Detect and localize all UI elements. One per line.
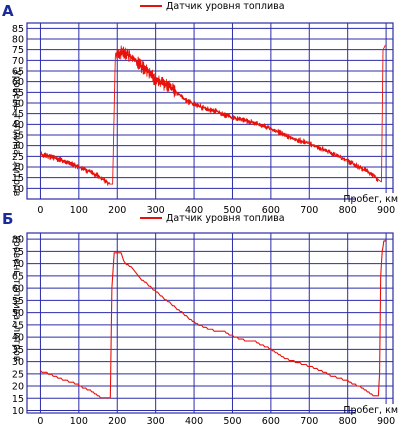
y-tick-label: 65 (12, 271, 24, 282)
legend-label: Датчик уровня топлива (166, 1, 285, 12)
legend-label: Датчик уровня топлива (166, 213, 285, 224)
x-tick-label: 400 (185, 205, 203, 216)
y-tick-label: 15 (12, 173, 24, 184)
x-axis-label: Пробег, км (343, 194, 398, 205)
y-tick-label: 30 (12, 141, 24, 152)
y-tick-label: 10 (12, 184, 24, 195)
y-tick-label: 35 (12, 345, 24, 356)
x-axis-label-bg (356, 193, 400, 205)
y-tick-label: 60 (12, 284, 24, 295)
y-tick-label: 30 (12, 357, 24, 368)
plot-frame (26, 232, 394, 414)
x-tick-label: 500 (223, 205, 241, 216)
y-tick-label: 35 (12, 131, 24, 142)
legend: Датчик уровня топлива (140, 213, 285, 224)
y-tick-label: 75 (12, 45, 24, 56)
y-tick-label: 80 (12, 235, 24, 246)
x-tick-label: 0 (37, 416, 43, 427)
y-tick-label: 55 (12, 88, 24, 99)
y-tick-label: 45 (12, 320, 24, 331)
y-tick-label: 50 (12, 308, 24, 319)
y-tick-label: 65 (12, 67, 24, 78)
y-tick-label: 40 (12, 333, 24, 344)
y-tick-label: 20 (12, 382, 24, 393)
x-tick-label: 600 (262, 205, 280, 216)
y-tick-label: 20 (12, 163, 24, 174)
x-axis-label-bg (356, 404, 400, 416)
y-axis-label: Уровень топлива, литров (11, 235, 22, 362)
y-tick-label: 70 (12, 56, 24, 67)
y-tick-label: 75 (12, 247, 24, 258)
x-tick-label: 300 (147, 205, 165, 216)
fuel-level-series-line (40, 238, 387, 399)
fuel-level-series-line (40, 45, 386, 186)
y-tick-label: 40 (12, 120, 24, 131)
y-tick-label: 25 (12, 369, 24, 380)
x-tick-label: 800 (339, 205, 357, 216)
y-tick-label: 85 (12, 24, 24, 35)
y-tick-label: 50 (12, 99, 24, 110)
x-tick-label: 800 (339, 416, 357, 427)
y-tick-label: 60 (12, 77, 24, 88)
x-axis-label: Пробег, км (343, 405, 398, 416)
x-tick-label: 0 (37, 205, 43, 216)
legend: Датчик уровня топлива (140, 1, 285, 12)
x-tick-label: 300 (147, 416, 165, 427)
x-tick-label: 200 (108, 416, 126, 427)
y-tick-label: 10 (12, 406, 24, 417)
x-tick-label: 100 (70, 416, 88, 427)
y-tick-label: 15 (12, 394, 24, 405)
y-tick-label: 55 (12, 296, 24, 307)
y-tick-label: 70 (12, 259, 24, 270)
chart-panel-1: 0 100 200 300 400 500 600 700 800 900 101520253035… (2, 1, 400, 216)
panel-label: А (2, 2, 14, 20)
y-tick-label: 45 (12, 109, 24, 120)
x-tick-label: 700 (300, 205, 318, 216)
x-tick-label: 600 (262, 416, 280, 427)
y-tick-label: 80 (12, 35, 24, 46)
x-tick-label: 700 (300, 416, 318, 427)
x-tick-label: 200 (108, 205, 126, 216)
x-tick-label: 100 (70, 205, 88, 216)
x-tick-label: 900 (377, 416, 395, 427)
x-tick-label: 900 (377, 205, 395, 216)
x-tick-label: 500 (223, 416, 241, 427)
panel-label: Б (2, 210, 13, 228)
y-tick-label: 25 (12, 152, 24, 163)
x-tick-label: 400 (185, 416, 203, 427)
y-axis-label: Уровень топлива, литров (11, 70, 22, 197)
